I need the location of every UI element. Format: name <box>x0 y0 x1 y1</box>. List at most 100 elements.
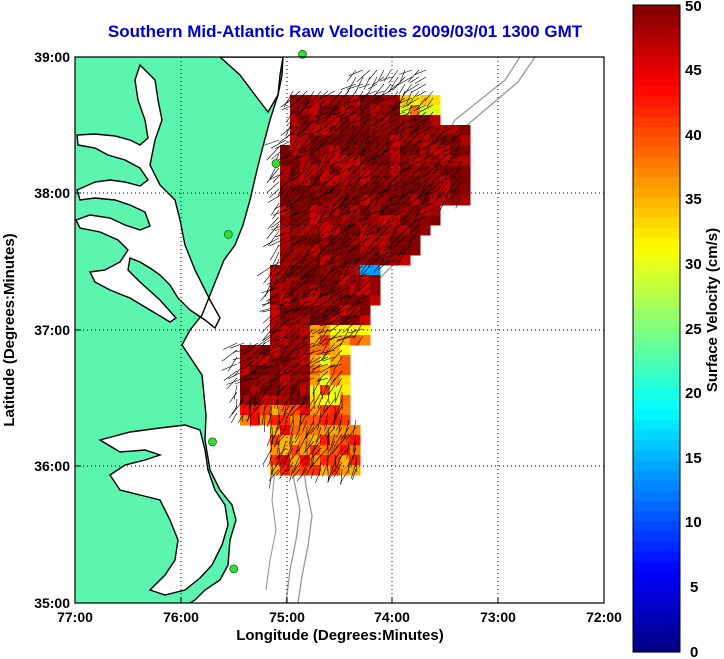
velocity-vector <box>362 160 378 171</box>
velocity-vector <box>231 398 245 415</box>
velocity-cell <box>310 245 321 256</box>
x-tick-label: 76:00 <box>163 609 199 625</box>
velocity-cell <box>370 215 381 226</box>
velocity-vector <box>345 279 357 286</box>
colorbar-swatch <box>633 25 680 36</box>
velocity-vector <box>271 216 287 229</box>
velocity-cell <box>380 145 391 156</box>
velocity-vector <box>374 251 392 259</box>
velocity-vector <box>357 167 371 180</box>
velocity-vector <box>366 251 378 264</box>
velocity-vector <box>284 321 294 333</box>
velocity-vector <box>315 468 322 483</box>
velocity-vector <box>336 244 350 251</box>
velocity-vector <box>288 209 308 218</box>
velocity-vector <box>271 321 287 334</box>
grid-lines <box>75 57 604 603</box>
velocity-vector <box>243 342 252 356</box>
velocity-vector <box>374 104 385 119</box>
velocity-cell <box>270 265 281 276</box>
velocity-vector <box>266 167 280 184</box>
velocity-vector <box>307 125 315 139</box>
velocity-cell <box>290 425 301 436</box>
velocity-vector <box>301 307 315 317</box>
velocity-cell <box>250 375 261 386</box>
velocity-vector <box>348 244 357 254</box>
velocity-vector <box>373 258 385 273</box>
velocity-vector <box>291 468 301 479</box>
velocity-vector <box>222 342 238 350</box>
colorbar-swatch <box>633 591 680 603</box>
velocity-vector <box>322 132 336 141</box>
velocity-cell <box>320 185 331 196</box>
velocity-cell <box>300 455 311 466</box>
velocity-vector <box>378 202 385 215</box>
velocity-vector <box>302 419 308 433</box>
velocity-vector <box>321 335 336 347</box>
velocity-cell <box>330 195 341 206</box>
velocity-cell <box>300 95 311 106</box>
velocity-vector <box>305 398 315 411</box>
velocity-vector <box>311 293 322 306</box>
velocity-vector <box>384 237 392 249</box>
velocity-vector <box>300 272 315 280</box>
velocity-cell <box>330 295 341 306</box>
velocity-cell <box>330 225 341 236</box>
velocity-vector <box>419 132 427 143</box>
velocity-vector <box>290 139 301 154</box>
velocity-vector <box>391 104 406 111</box>
velocity-vector <box>414 76 427 84</box>
velocity-vector <box>426 118 434 129</box>
velocity-cell <box>370 205 381 216</box>
velocity-vector <box>340 125 350 133</box>
velocity-cell <box>280 325 291 336</box>
velocity-vector <box>243 356 259 369</box>
velocity-cell <box>270 395 281 406</box>
velocity-vector <box>388 69 399 84</box>
velocity-vector <box>316 286 329 301</box>
y-tick-label: 36:00 <box>34 458 70 474</box>
velocity-vector <box>327 377 336 392</box>
velocity-cell <box>340 235 351 246</box>
y-axis-label: Latitude (Degrees:Minutes) <box>1 233 18 426</box>
velocity-cell <box>310 295 321 306</box>
velocity-vector <box>288 398 301 414</box>
velocity-cell <box>280 285 291 296</box>
velocity-cell <box>360 125 371 136</box>
velocity-cell <box>370 275 381 286</box>
velocity-vector <box>283 398 294 415</box>
velocity-cell <box>380 205 391 216</box>
velocity-vector <box>321 349 329 360</box>
velocity-vector <box>378 69 385 81</box>
velocity-vector <box>246 349 259 363</box>
velocity-vector <box>313 181 329 187</box>
velocity-vector <box>308 440 322 456</box>
velocity-cell <box>350 315 361 326</box>
velocity-vector <box>291 195 308 205</box>
velocity-cell <box>410 225 421 236</box>
velocity-vector <box>304 426 315 439</box>
velocity-vector <box>279 454 287 466</box>
velocity-cell <box>430 195 441 206</box>
velocity-cell <box>320 465 331 476</box>
velocity-vector <box>381 146 399 154</box>
velocity-vector <box>345 209 357 215</box>
velocity-vector <box>295 104 315 113</box>
velocity-vector <box>355 251 371 262</box>
velocity-vector <box>343 216 350 227</box>
velocity-cell <box>280 385 291 396</box>
velocity-cell <box>250 345 261 356</box>
velocity-vector <box>270 202 280 216</box>
axis-ticks <box>74 56 605 604</box>
velocity-vector <box>274 349 287 365</box>
velocity-vector <box>401 139 413 153</box>
velocity-vector <box>299 412 302 425</box>
velocity-vector <box>271 265 287 280</box>
velocity-cell <box>330 275 341 286</box>
velocity-vector <box>349 202 364 219</box>
velocity-vector <box>273 286 287 298</box>
velocity-vector <box>367 104 378 113</box>
velocity-cell <box>270 375 281 386</box>
velocity-vector <box>326 286 343 296</box>
velocity-vector <box>455 195 462 209</box>
